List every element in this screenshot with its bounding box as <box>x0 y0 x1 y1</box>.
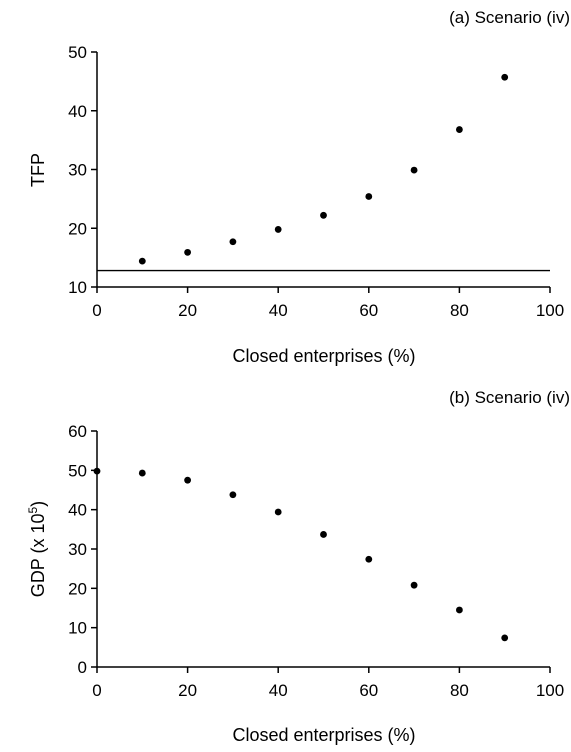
y-tick-label: 50 <box>68 461 87 480</box>
panel-a-x-label: Closed enterprises (%) <box>232 346 415 366</box>
data-point <box>320 211 327 219</box>
panel-a-points <box>138 73 509 265</box>
y-tick-label: 10 <box>68 278 87 297</box>
data-point <box>501 73 509 81</box>
data-point <box>93 467 101 475</box>
panel-b-title: (b) Scenario (iv) <box>449 388 570 407</box>
y-tick-label: 30 <box>68 161 87 180</box>
data-point <box>184 476 192 484</box>
y-tick-label: 40 <box>68 102 87 121</box>
panel-a-title: (a) Scenario (iv) <box>449 8 570 27</box>
x-tick-label: 60 <box>359 681 378 700</box>
x-tick-label: 0 <box>92 681 101 700</box>
panel-b-y-label-exponent: 5 <box>26 506 40 513</box>
x-tick-label: 20 <box>178 301 197 320</box>
data-point <box>274 226 282 233</box>
data-point <box>365 193 373 200</box>
y-tick-label: 20 <box>68 579 87 598</box>
x-tick-label: 100 <box>536 301 564 320</box>
data-point <box>274 508 282 516</box>
panel-b-x-ticks: 0 20 40 60 80 100 <box>92 667 564 700</box>
x-tick-label: 80 <box>450 681 469 700</box>
panel-b-x-label: Closed enterprises (%) <box>232 725 415 745</box>
data-point <box>365 555 373 563</box>
panel-b-y-label: GDP (x 105) <box>26 501 48 597</box>
x-tick-label: 40 <box>269 681 288 700</box>
x-tick-label: 60 <box>359 301 378 320</box>
data-point <box>138 257 146 265</box>
panel-b-y-ticks: 0 10 20 30 40 50 60 <box>68 422 97 677</box>
y-tick-label: 60 <box>68 422 87 441</box>
x-tick-label: 20 <box>178 681 197 700</box>
data-point <box>184 248 192 256</box>
panel-a-y-label: TFP <box>28 153 48 187</box>
panel-b-y-label-close: ) <box>28 501 48 507</box>
y-tick-label: 40 <box>68 501 87 520</box>
data-point <box>456 606 463 614</box>
x-tick-label: 0 <box>92 301 101 320</box>
x-tick-label: 100 <box>536 681 564 700</box>
data-point <box>320 531 327 538</box>
data-point <box>229 238 237 246</box>
panel-b-gdp: (b) Scenario (iv) 0 10 20 30 40 50 60 0 20 40 60 8… <box>26 388 570 745</box>
y-tick-label: 50 <box>68 43 87 62</box>
y-tick-label: 20 <box>68 219 87 238</box>
y-tick-label: 10 <box>68 619 87 638</box>
x-tick-label: 80 <box>450 301 469 320</box>
panel-b-y-label-main: GDP (x 10 <box>28 513 48 597</box>
panel-a-y-ticks: 10 20 30 40 50 <box>68 43 97 297</box>
data-point <box>229 491 237 499</box>
panel-b-points <box>93 467 509 642</box>
x-tick-label: 40 <box>269 301 288 320</box>
data-point <box>138 469 146 477</box>
data-point <box>410 581 418 589</box>
panel-a-tfp: (a) Scenario (iv) 10 20 30 40 50 0 20 40 60 80 10… <box>28 8 570 366</box>
data-point <box>501 634 509 642</box>
data-point <box>410 166 418 174</box>
y-tick-label: 0 <box>78 658 87 677</box>
panel-a-x-ticks: 0 20 40 60 80 100 <box>92 287 564 320</box>
y-tick-label: 30 <box>68 540 87 559</box>
data-point <box>456 126 463 133</box>
